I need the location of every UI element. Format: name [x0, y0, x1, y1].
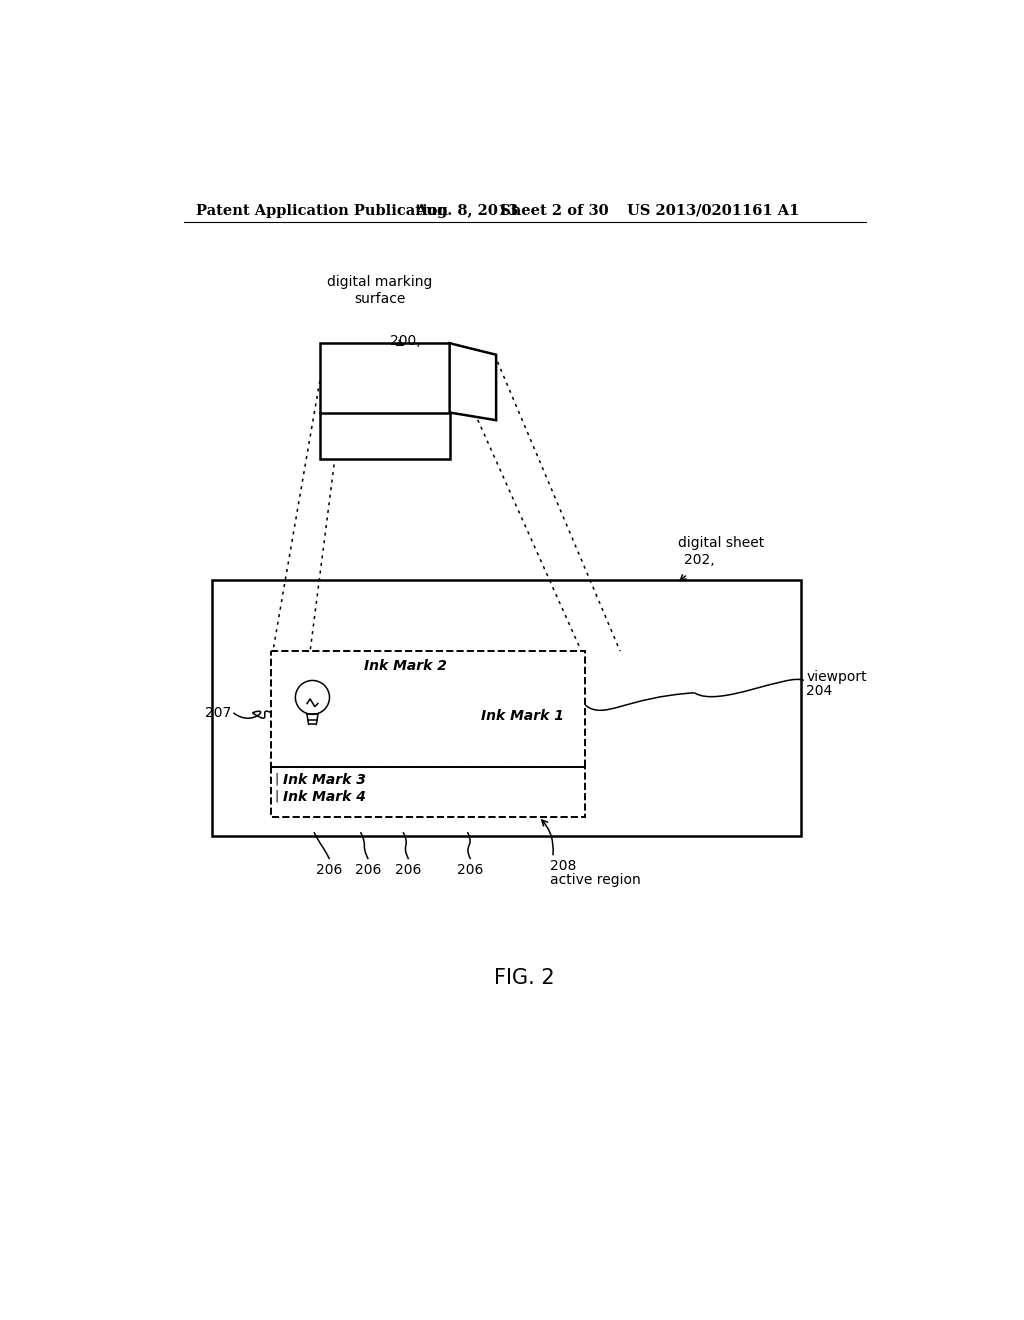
Text: Patent Application Publication: Patent Application Publication — [197, 203, 449, 218]
Polygon shape — [450, 343, 496, 420]
Bar — [271, 651, 586, 767]
Text: |: | — [274, 774, 279, 785]
Text: US 2013/0201161 A1: US 2013/0201161 A1 — [627, 203, 800, 218]
Text: digital sheet: digital sheet — [678, 536, 765, 549]
Text: Aug. 8, 2013: Aug. 8, 2013 — [415, 203, 518, 218]
Text: digital marking
surface: digital marking surface — [328, 276, 432, 306]
Text: 200,: 200, — [390, 334, 421, 348]
Text: viewport: viewport — [806, 671, 866, 685]
Text: 206: 206 — [316, 863, 343, 876]
Text: 206: 206 — [395, 863, 422, 876]
Text: Ink Mark 3: Ink Mark 3 — [283, 774, 366, 787]
Bar — [271, 767, 586, 817]
Text: 206: 206 — [458, 863, 483, 876]
Text: 206: 206 — [355, 863, 381, 876]
Text: FIG. 2: FIG. 2 — [495, 969, 555, 989]
Text: active region: active region — [550, 873, 640, 887]
Text: Ink Mark 1: Ink Mark 1 — [480, 709, 563, 723]
Text: 207: 207 — [205, 706, 231, 719]
Bar — [212, 581, 801, 836]
Text: 204: 204 — [806, 684, 833, 698]
Text: Ink Mark 4: Ink Mark 4 — [283, 789, 366, 804]
Text: Ink Mark 2: Ink Mark 2 — [365, 659, 447, 673]
Text: 202,: 202, — [684, 553, 715, 566]
Text: Sheet 2 of 30: Sheet 2 of 30 — [500, 203, 608, 218]
Text: 208: 208 — [550, 859, 575, 873]
Bar — [321, 343, 450, 459]
Text: |: | — [274, 789, 279, 803]
